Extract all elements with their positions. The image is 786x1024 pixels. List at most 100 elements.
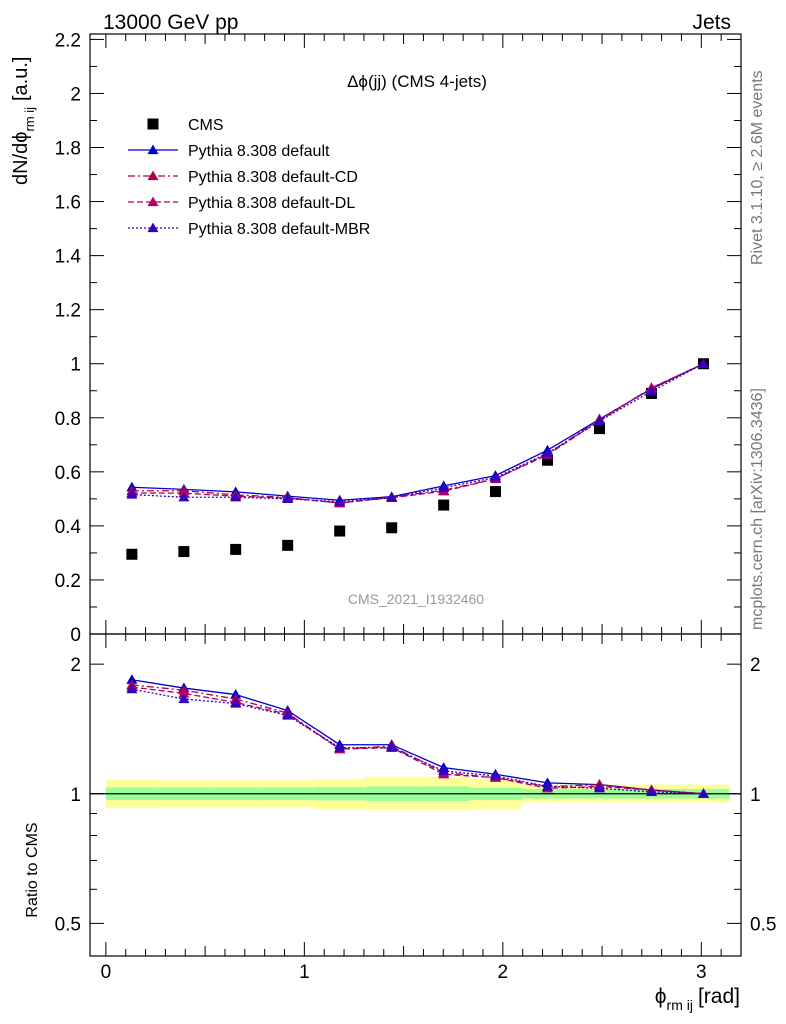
main-point-cms [178, 546, 190, 558]
legend-label-cms: CMS [188, 117, 224, 134]
main-point-cms [230, 543, 242, 555]
legend: CMS Pythia 8.308 default Pythia 8.308 defa… [128, 117, 370, 238]
x-label-main: ϕ [655, 985, 667, 1008]
main-series-group [126, 358, 709, 560]
main-point-cms [593, 423, 605, 435]
main-point-mbr [230, 491, 242, 502]
main-point-cms [386, 522, 398, 534]
ratio-y-tick-label-right: 0.5 [750, 914, 776, 935]
main-y-tick-label: 0.8 [55, 409, 81, 430]
main-y-label-unit: [a.u.] [10, 57, 32, 101]
main-y-axis-label: dN/dϕrm ij [a.u.] [10, 57, 37, 185]
main-point-cms [438, 499, 450, 511]
main-point-mbr [489, 472, 501, 482]
main-point-cms [489, 486, 501, 498]
ratio-series-line-cd [131, 684, 704, 795]
ratio-series-line-mbr [131, 688, 704, 795]
main-panel: 0 0.2 0.4 0.6 0.8 1 1.2 1.4 1.6 1.8 2 2.2 Δϕ(jj) (C… [10, 30, 742, 646]
ratio-series-line-default [131, 679, 704, 795]
ratio-point-mbr [489, 770, 501, 781]
ratio-y-tick-label: 2 [70, 655, 81, 676]
legend-label-cd: Pythia 8.308 default-CD [188, 169, 358, 186]
mcplots-label: mcplots.cern.ch [arXiv:1306.3436] [749, 388, 766, 630]
main-y-tick-label: 0.2 [55, 571, 81, 592]
main-series-line-dl [131, 363, 704, 504]
ratio-point-mbr [541, 780, 553, 791]
main-y-label-sub: rm ij [22, 107, 37, 132]
main-point-mbr [645, 385, 657, 396]
main-point-cms [126, 548, 138, 560]
ratio-point-mbr [386, 742, 398, 752]
x-tick-label: 0 [101, 962, 112, 983]
ratio-y-tick-label-right: 2 [750, 655, 761, 676]
ratio-y-tick-label: 1 [70, 785, 81, 806]
main-point-mbr [282, 493, 294, 503]
ratio-plot-frame [89, 633, 742, 957]
svg-text:dN/dϕrm ij[a.u.]: dN/dϕrm ij [a.u.] [10, 57, 37, 185]
main-y-tick-label: 1.2 [55, 301, 81, 322]
main-y-tick-label: 2.2 [55, 30, 81, 51]
legend-marker-cd [147, 170, 159, 181]
legend-marker-default [147, 144, 159, 155]
ratio-point-dl [178, 687, 190, 698]
x-tick-label: 1 [299, 962, 310, 983]
main-point-mbr [438, 482, 450, 492]
ratio-y-tick-label-right: 1 [750, 785, 761, 806]
ratio-point-mbr [126, 683, 138, 694]
main-series-line-mbr [131, 363, 704, 503]
ratio-point-mbr [178, 693, 190, 704]
ratio-point-mbr [334, 742, 346, 752]
ratio-series-group [126, 674, 709, 798]
svg-text:ϕrm ij[rad]: ϕrm ij [rad] [655, 985, 740, 1013]
main-y-tick-label: 2 [70, 84, 81, 105]
main-y-tick-labels: 0 0.2 0.4 0.6 0.8 1 1.2 1.4 1.6 1.8 2 2.2 [55, 30, 82, 646]
header-left-label: 13000 GeV pp [103, 11, 238, 34]
main-y-label-main: dN/dϕ [10, 132, 32, 185]
rivet-version-label: Rivet 3.1.10, ≥ 2.6M events [749, 70, 766, 265]
ratio-y-tick-labels: 0.5 0.5 1 1 2 2 [55, 655, 777, 935]
legend-marker-dl [147, 196, 159, 207]
main-point-mbr [541, 447, 553, 458]
main-point-cms [541, 454, 553, 466]
x-tick-label: 3 [696, 962, 707, 983]
main-point-cms [282, 539, 294, 551]
main-y-tick-label: 1.4 [55, 247, 82, 268]
ratio-y-axis-label: Ratio to CMS [24, 822, 41, 917]
main-series-line-default [131, 363, 704, 501]
ratio-point-mbr [593, 782, 605, 793]
main-point-mbr [386, 492, 398, 502]
main-point-mbr [126, 489, 138, 499]
ratio-series-line-dl [131, 686, 704, 795]
ratio-point-mbr [438, 765, 450, 776]
main-point-mbr [334, 496, 346, 506]
main-y-tick-label: 0.4 [55, 517, 82, 538]
ratio-axis-ticks [90, 634, 741, 956]
main-point-mbr [593, 415, 605, 426]
main-y-tick-label: 1.8 [55, 139, 81, 160]
ratio-point-mbr [282, 709, 294, 720]
legend-label-dl: Pythia 8.308 default-DL [188, 195, 355, 212]
legend-marker-cms [147, 118, 159, 130]
x-label-unit: [rad] [698, 985, 740, 1008]
main-series-line-cd [131, 363, 704, 504]
ratio-point-mbr [645, 786, 657, 797]
legend-label-default: Pythia 8.308 default [188, 143, 330, 160]
legend-label-mbr: Pythia 8.308 default-MBR [188, 221, 370, 238]
main-axis-ticks [90, 34, 741, 635]
main-point-cms [334, 525, 346, 537]
main-point-mbr [697, 358, 709, 368]
x-tick-label: 2 [498, 962, 509, 983]
main-point-mbr [178, 491, 190, 502]
main-y-tick-label: 0 [70, 625, 81, 646]
main-plot-title: Δϕ(jj) (CMS 4-jets) [347, 72, 487, 91]
main-y-tick-label: 1 [70, 355, 81, 376]
ratio-point-mbr [230, 698, 242, 708]
legend-marker-mbr [147, 222, 159, 233]
ratio-panel: 0.5 0.5 1 1 2 2 0 1 2 3 Ratio to CMS ϕrm ij [rad] [24, 633, 777, 1013]
header-right-label: Jets [692, 11, 731, 34]
x-axis-label: ϕrm ij [rad] [655, 985, 740, 1013]
x-tick-labels: 0 1 2 3 [101, 962, 707, 983]
main-y-tick-label: 1.6 [55, 193, 81, 214]
ratio-point-default [126, 674, 138, 684]
